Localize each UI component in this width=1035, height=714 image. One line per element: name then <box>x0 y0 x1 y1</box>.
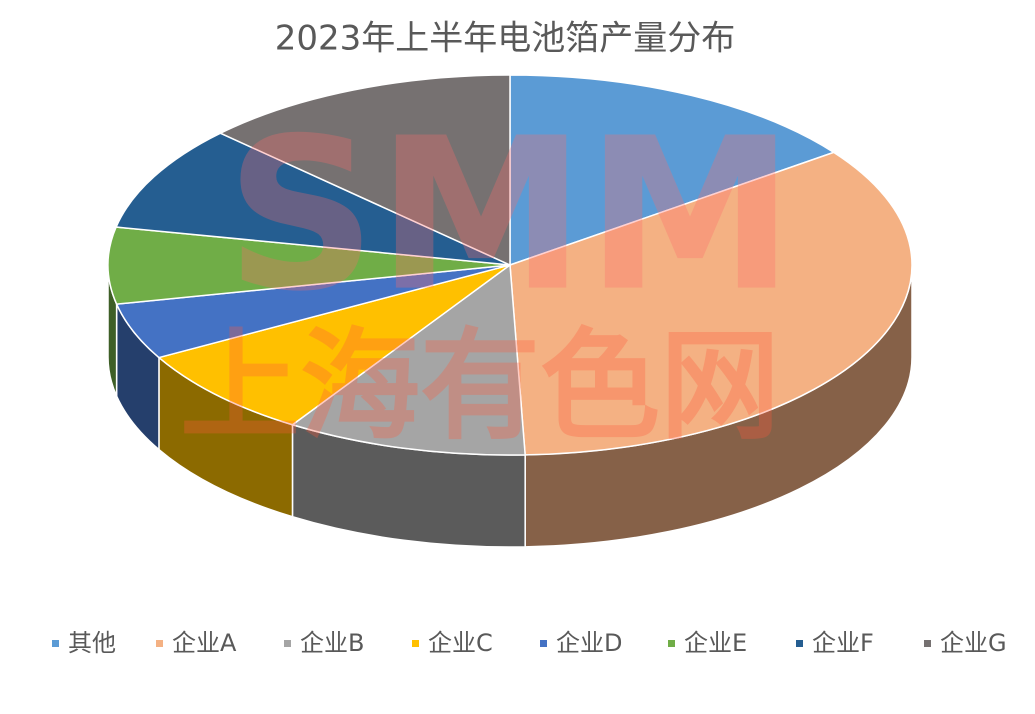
legend-label: 企业D <box>556 629 622 657</box>
legend-label: 企业C <box>428 629 493 657</box>
legend-marker <box>668 640 675 647</box>
watermark: SMM <box>225 93 794 338</box>
legend-marker <box>796 640 803 647</box>
legend-label: 企业E <box>684 629 747 657</box>
legend-marker <box>284 640 291 647</box>
slice <box>218 74 511 267</box>
watermark: 上海有色网 <box>180 318 780 457</box>
slice <box>157 264 511 426</box>
legend-label: 企业G <box>940 629 1007 657</box>
pie <box>107 74 913 548</box>
slice <box>107 226 511 305</box>
legend-label: 企业F <box>812 629 874 657</box>
legend-marker <box>156 640 163 647</box>
legend-marker <box>924 640 931 647</box>
slice <box>509 74 836 267</box>
legend-marker <box>540 640 547 647</box>
slice <box>290 263 526 456</box>
slice <box>509 151 913 456</box>
legend-marker <box>412 640 419 647</box>
legend-label: 企业B <box>300 629 364 657</box>
legend: 其他 企业A 企业B 企业C 企业D 企业E 企业F 企业G <box>52 629 1007 657</box>
legend-marker <box>52 640 59 647</box>
slice <box>115 132 511 266</box>
legend-label: 企业A <box>172 629 237 657</box>
chart-title: 2023年上半年电池箔产量分布 <box>275 19 736 59</box>
legend-label: 其他 <box>68 629 116 657</box>
